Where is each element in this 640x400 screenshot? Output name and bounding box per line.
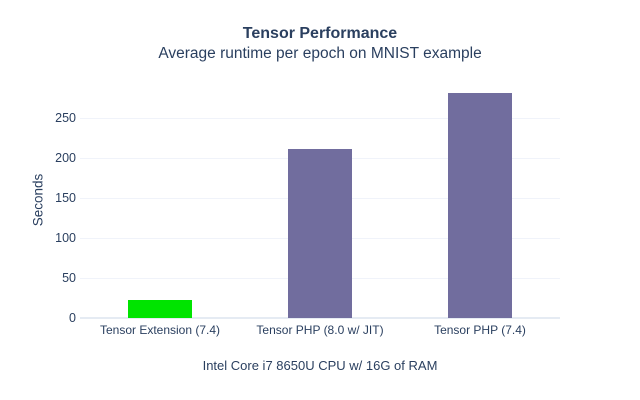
y-tick-label: 250: [55, 110, 76, 125]
x-axis-caption: Intel Core i7 8650U CPU w/ 16G of RAM: [202, 358, 438, 373]
x-axis-line: [80, 317, 560, 319]
y-tick-label: 0: [69, 311, 76, 325]
bar: [128, 299, 192, 318]
x-tick-label: Tensor PHP (7.4): [434, 323, 526, 337]
y-tick-label: 50: [62, 270, 76, 285]
y-tick-label: 200: [55, 150, 76, 165]
x-tick-label: Tensor PHP (8.0 w/ JIT): [256, 323, 384, 337]
gridline: [80, 117, 560, 119]
chart-subtitle: Average runtime per epoch on MNIST examp…: [158, 45, 482, 62]
chart-title: Tensor Performance: [242, 25, 398, 42]
y-tick-label: 150: [55, 190, 76, 205]
y-tick-label: 100: [55, 230, 76, 245]
bar: [288, 149, 352, 318]
x-tick-label: Tensor Extension (7.4): [99, 323, 221, 337]
bar: [448, 93, 512, 318]
